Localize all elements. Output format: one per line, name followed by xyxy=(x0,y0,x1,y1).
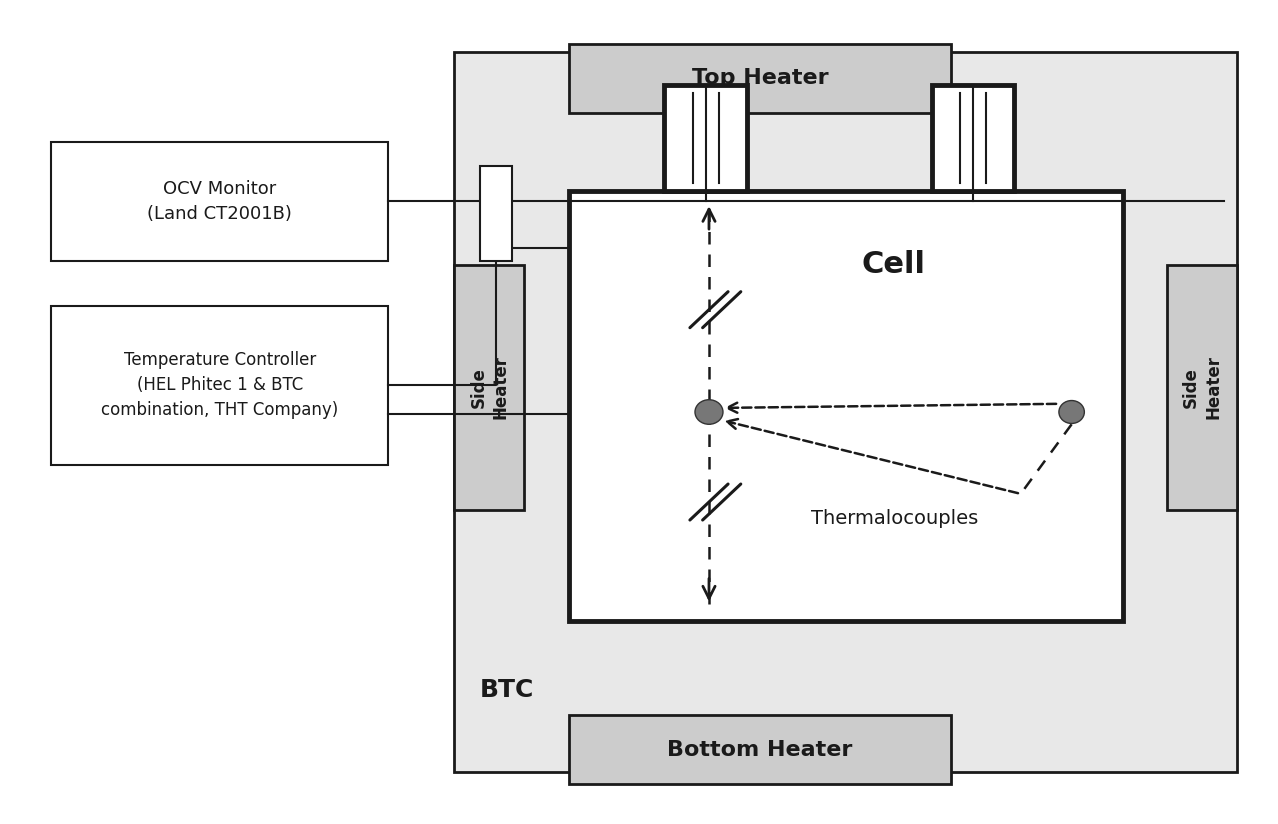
Text: Thermalocouples: Thermalocouples xyxy=(810,509,978,528)
Bar xyxy=(481,166,511,260)
Text: Side
Heater: Side Heater xyxy=(1182,355,1222,419)
Text: Side
Heater: Side Heater xyxy=(469,355,510,419)
Bar xyxy=(51,142,389,260)
Text: Top Heater: Top Heater xyxy=(691,68,828,88)
Ellipse shape xyxy=(1059,400,1084,424)
Bar xyxy=(569,191,1122,620)
Bar xyxy=(665,85,748,191)
Bar xyxy=(455,52,1237,772)
Text: Cell: Cell xyxy=(861,250,925,279)
Text: Bottom Heater: Bottom Heater xyxy=(667,740,852,760)
Ellipse shape xyxy=(695,400,723,424)
Text: Temperature Controller
(HEL Phitec 1 & BTC
combination, THT Company): Temperature Controller (HEL Phitec 1 & B… xyxy=(101,351,339,419)
Text: OCV Monitor
(Land CT2001B): OCV Monitor (Land CT2001B) xyxy=(147,180,293,222)
Text: BTC: BTC xyxy=(481,678,534,702)
Bar xyxy=(569,715,951,784)
Bar xyxy=(1167,265,1237,510)
Bar xyxy=(51,306,389,466)
Bar xyxy=(569,44,951,113)
Bar xyxy=(455,265,524,510)
Bar xyxy=(932,85,1015,191)
